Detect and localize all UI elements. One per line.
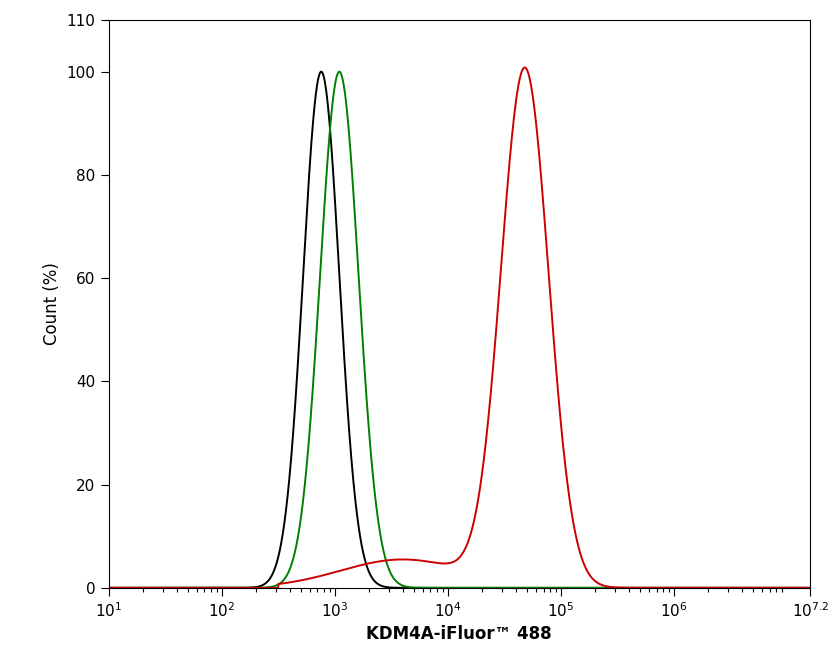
Y-axis label: Count (%): Count (%) (43, 263, 61, 345)
X-axis label: KDM4A-iFluor™ 488: KDM4A-iFluor™ 488 (367, 625, 552, 643)
